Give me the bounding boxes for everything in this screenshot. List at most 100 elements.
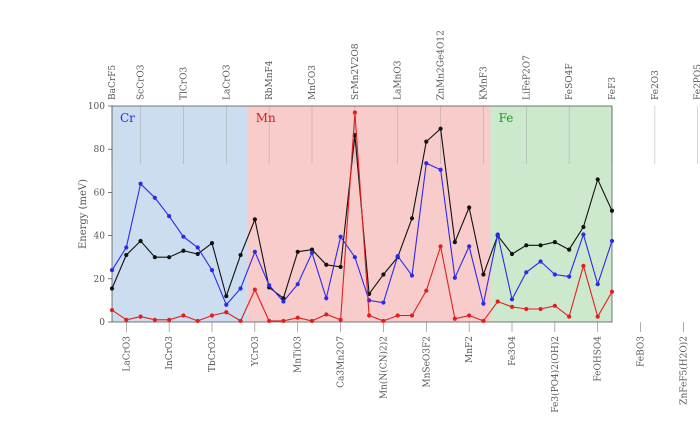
top-compound-label: FeSO4F — [565, 63, 575, 100]
series-point-blue — [452, 275, 457, 280]
series-point-blue — [252, 249, 257, 254]
series-point-black — [195, 251, 200, 257]
series-point-black — [467, 205, 472, 210]
top-compound-label: TlCrO3 — [179, 67, 189, 100]
y-tick-label: 40 — [94, 232, 106, 242]
series-line-red — [111, 112, 613, 322]
series-point-black — [309, 247, 315, 252]
top-compound-label: Fe2PO5 — [694, 64, 700, 100]
series-point-black — [609, 208, 615, 213]
top-compound-label: FeF3 — [608, 77, 618, 100]
series-point-red — [581, 263, 586, 268]
series-point-black — [167, 255, 172, 260]
series-point-blue — [438, 167, 443, 172]
top-compound-label: Fe2O3 — [651, 70, 661, 100]
series-point-red — [352, 110, 357, 115]
series-point-blue — [424, 161, 429, 166]
bottom-compound-label: YCrO3 — [251, 336, 261, 367]
series-point-red — [181, 313, 186, 318]
series-point-red — [109, 308, 115, 313]
bottom-compound-label: MnF2 — [465, 336, 475, 363]
top-compound-label: KMnF3 — [479, 66, 489, 100]
series-point-blue — [495, 232, 500, 237]
y-tick-label: 80 — [94, 145, 106, 155]
series-point-blue — [281, 299, 286, 304]
series-point-red — [524, 306, 529, 312]
series-point-black — [381, 272, 386, 277]
series-point-blue — [324, 296, 329, 301]
bottom-compound-label: MnTiO3 — [294, 336, 304, 373]
series-point-black — [238, 252, 243, 258]
top-compound-label: RbMnF4 — [265, 60, 275, 100]
series-point-blue — [338, 234, 343, 239]
series-point-blue — [381, 300, 386, 305]
series-point-black — [124, 252, 129, 258]
series-point-black — [552, 239, 557, 245]
series-point-black — [481, 272, 486, 277]
series-point-red — [595, 314, 600, 319]
series-point-blue — [167, 214, 172, 219]
bottom-compound-label: InCrO3 — [165, 336, 175, 370]
series-point-black — [538, 243, 543, 248]
series-point-black — [109, 286, 115, 291]
series-point-black — [295, 249, 300, 254]
top-compound-label: LaMnO3 — [394, 60, 404, 100]
region-fe-background — [490, 106, 612, 322]
series-point-blue — [138, 181, 143, 186]
series-point-red — [281, 318, 286, 324]
bottom-compound-label: Fe3(PO4)2(OH)2 — [550, 336, 561, 413]
series-point-red — [238, 318, 243, 324]
series-point-red — [324, 312, 329, 317]
series-point-red — [538, 306, 543, 312]
series-point-black — [324, 262, 329, 267]
series-point-black — [209, 241, 215, 246]
series-point-blue — [195, 245, 200, 250]
series-point-red — [309, 318, 315, 324]
series-point-black — [252, 217, 257, 222]
bottom-compound-label: MnSeO3F2 — [422, 336, 432, 388]
bottom-compound-label: Ca3Mn2O7 — [337, 336, 347, 388]
bottom-compound-label: FeOHSO4 — [594, 336, 604, 382]
series-point-black — [152, 255, 157, 260]
series-point-red — [467, 313, 472, 318]
top-compound-label: LaCrO3 — [222, 64, 232, 100]
series-point-black — [524, 243, 529, 248]
series-point-red — [609, 289, 615, 294]
region-label-mn: Mn — [256, 111, 276, 125]
region-mn-background — [247, 106, 491, 322]
series-point-red — [124, 317, 129, 322]
bottom-compound-label: Mn(N(CN)2)2 — [378, 336, 389, 399]
series-line-blue — [111, 162, 613, 306]
series-point-black — [509, 251, 515, 257]
series-point-blue — [481, 301, 486, 306]
series-point-blue — [524, 270, 529, 275]
top-compound-label: MnCO3 — [308, 65, 318, 100]
series-point-red — [567, 314, 572, 319]
y-axis-title: Energy (meV) — [78, 179, 89, 249]
top-compound-label: ZnMn2Ge4O12 — [437, 30, 447, 100]
series-point-black — [224, 293, 229, 299]
series-point-black — [338, 264, 343, 270]
series-point-blue — [238, 286, 243, 291]
series-point-red — [481, 318, 486, 324]
series-point-blue — [567, 274, 572, 279]
series-point-black — [595, 177, 600, 182]
series-point-blue — [124, 245, 129, 250]
series-point-blue — [181, 234, 186, 239]
series-point-red — [452, 316, 457, 321]
bottom-compound-label: LaCrO3 — [122, 336, 132, 372]
series-point-red — [295, 315, 300, 320]
region-label-fe: Fe — [499, 111, 514, 125]
series-point-blue — [552, 272, 557, 277]
series-point-red — [152, 317, 157, 322]
y-tick-label: 20 — [94, 275, 106, 285]
series-point-blue — [538, 259, 543, 264]
plot-frame — [111, 105, 613, 323]
series-point-black — [567, 247, 572, 252]
series-point-blue — [581, 232, 586, 237]
series-point-blue — [309, 250, 315, 255]
bottom-compound-label: TbCrO3 — [208, 336, 218, 372]
series-point-red — [167, 317, 172, 322]
series-point-red — [209, 313, 215, 318]
series-point-red — [495, 299, 500, 304]
